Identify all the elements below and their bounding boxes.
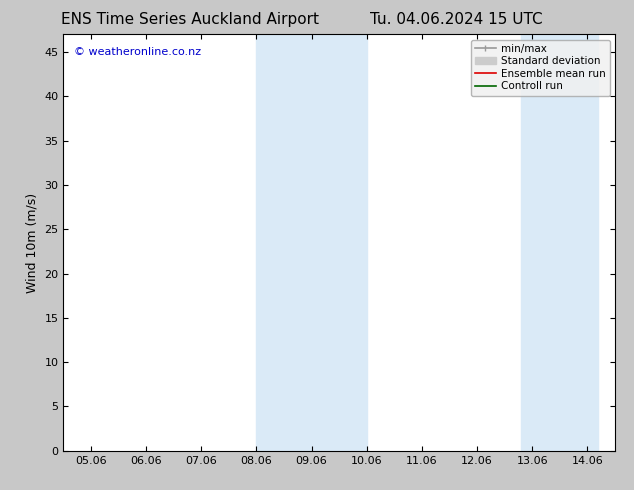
Text: ENS Time Series Auckland Airport: ENS Time Series Auckland Airport [61, 12, 319, 27]
Legend: min/max, Standard deviation, Ensemble mean run, Controll run: min/max, Standard deviation, Ensemble me… [470, 40, 610, 96]
Text: Tu. 04.06.2024 15 UTC: Tu. 04.06.2024 15 UTC [370, 12, 543, 27]
Bar [256, 34, 367, 451]
Bar [521, 34, 598, 451]
Y-axis label: Wind 10m (m/s): Wind 10m (m/s) [26, 193, 39, 293]
Text: © weatheronline.co.nz: © weatheronline.co.nz [74, 47, 202, 57]
